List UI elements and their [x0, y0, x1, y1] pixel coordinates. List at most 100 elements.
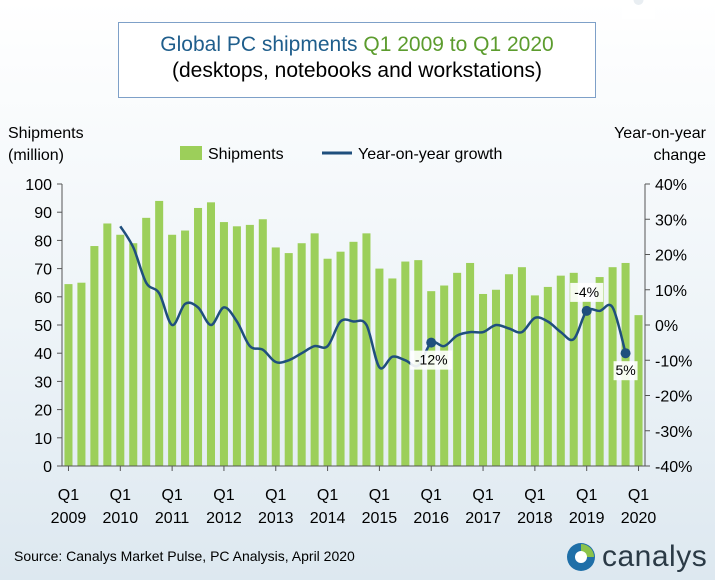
x-tick-label-year: 2018 [517, 510, 553, 527]
bar-shipments [634, 315, 643, 466]
x-tick-label-year: 2012 [206, 510, 242, 527]
bar-shipments [142, 217, 151, 466]
bar-shipments [362, 233, 371, 466]
left-tick-label: 0 [43, 459, 52, 476]
source-note: Source: Canalys Market Pulse, PC Analysi… [14, 548, 355, 564]
bar-shipments [168, 234, 177, 466]
bar-shipments [608, 267, 617, 466]
data-label-bg [410, 350, 453, 370]
data-point-marker [581, 305, 592, 316]
right-tick-label: 0% [655, 318, 678, 335]
right-tick-label: 30% [655, 212, 687, 229]
x-tick-label-quarter: Q1 [369, 487, 390, 504]
left-tick-label: 80 [34, 233, 52, 250]
x-tick-label-quarter: Q1 [161, 487, 182, 504]
right-axis-title-line1: Year-on-year [614, 125, 707, 142]
bar-shipments [64, 284, 73, 466]
chart-legend: Shipments Year-on-year growth [180, 146, 502, 163]
bar-shipments [401, 261, 410, 466]
left-tick-label: 10 [34, 431, 52, 448]
x-tick-label-year: 2010 [103, 510, 139, 527]
data-point-marker [426, 337, 437, 348]
bar-shipments [388, 278, 397, 466]
bar-shipments [181, 230, 190, 466]
title-part1: Global PC shipments [160, 33, 358, 56]
data-label: -8% [626, 0, 651, 3]
data-label: 5% [615, 362, 635, 378]
x-tick-label-year: 2011 [155, 510, 190, 527]
bar-shipments [116, 234, 125, 466]
legend-swatch-shipments [180, 146, 202, 160]
right-tick-label: -40% [655, 459, 692, 476]
x-tick-label-quarter: Q1 [265, 487, 286, 504]
bar-shipments [479, 293, 488, 466]
bar-shipments [258, 219, 267, 466]
bar-shipments [453, 272, 462, 466]
right-axis-title-line2: change [654, 147, 707, 164]
bar-shipments [569, 272, 578, 466]
x-tick-label-quarter: Q1 [472, 487, 493, 504]
bar-shipments [556, 275, 565, 466]
x-tick-label-year: 2013 [258, 510, 294, 527]
x-tick-label-quarter: Q1 [58, 487, 79, 504]
bar-shipments [90, 246, 99, 466]
chart-title: Global PC shipments Q1 2009 to Q1 2020 [119, 32, 595, 58]
bar-shipments [530, 295, 539, 466]
left-tick-label: 40 [34, 346, 52, 363]
bar-shipments [504, 274, 513, 466]
left-tick-label: 20 [34, 403, 52, 420]
bar-shipments [349, 241, 358, 466]
x-tick-label-year: 2009 [51, 510, 87, 527]
data-label-bg [570, 282, 604, 302]
bar-shipments [440, 285, 449, 466]
bar-shipments [77, 282, 86, 466]
x-tick-label-year: 2015 [362, 510, 398, 527]
legend-label-growth: Year-on-year growth [358, 146, 502, 163]
right-tick-label: 10% [655, 283, 687, 300]
bar-shipments [206, 202, 215, 466]
right-tick-label: 20% [655, 248, 687, 265]
data-point-marker [620, 348, 631, 359]
x-tick-label-quarter: Q1 [317, 487, 338, 504]
right-tick-label: 40% [655, 177, 687, 194]
data-label-bg [613, 361, 638, 381]
bar-shipments [491, 289, 501, 466]
bar-shipments [336, 251, 345, 466]
x-tick-label-quarter: Q1 [110, 487, 131, 504]
title-part2: Q1 2009 to Q1 2020 [363, 33, 554, 56]
bar-shipments [323, 258, 332, 466]
x-tick-label-year: 2014 [310, 510, 346, 527]
canalys-logo-text: canalys [602, 540, 708, 573]
bar-shipments [103, 223, 112, 466]
data-label: -12% [415, 352, 448, 368]
right-tick-label: -10% [655, 353, 692, 370]
left-tick-label: 90 [34, 205, 52, 222]
chart-subtitle: (desktops, notebooks and workstations) [171, 59, 543, 82]
data-label-bg [622, 0, 656, 19]
bar-shipments [595, 277, 604, 466]
x-tick-label-quarter: Q1 [628, 487, 649, 504]
pc-shipments-chart: Shipments (million) Year-on-year change … [8, 0, 707, 527]
bar-shipments [271, 247, 280, 466]
chart-title-box: Global PC shipments Q1 2009 to Q1 2020 (… [118, 22, 596, 98]
x-tick-label-year: 2016 [413, 510, 449, 527]
left-tick-label: 100 [25, 177, 52, 194]
x-tick-label-year: 2020 [621, 510, 657, 527]
yoy-growth-line [119, 225, 627, 370]
canalys-logo: canalys [566, 540, 707, 574]
bar-shipments [194, 207, 203, 466]
x-tick-label-year: 2017 [465, 510, 501, 527]
canalys-logo-icon [567, 543, 595, 571]
right-tick-label: -20% [655, 389, 692, 406]
bar-shipments [129, 243, 138, 466]
right-tick-label: -30% [655, 424, 692, 441]
left-tick-label: 60 [34, 290, 52, 307]
bar-shipments [155, 200, 164, 467]
x-tick-label-year: 2019 [569, 510, 605, 527]
x-tick-label-quarter: Q1 [421, 487, 442, 504]
bar-shipments [582, 301, 591, 466]
left-axis-title-line2: (million) [8, 147, 64, 164]
bar-shipments [466, 262, 475, 466]
bar-shipments [517, 267, 526, 466]
bar-shipments [219, 222, 228, 466]
